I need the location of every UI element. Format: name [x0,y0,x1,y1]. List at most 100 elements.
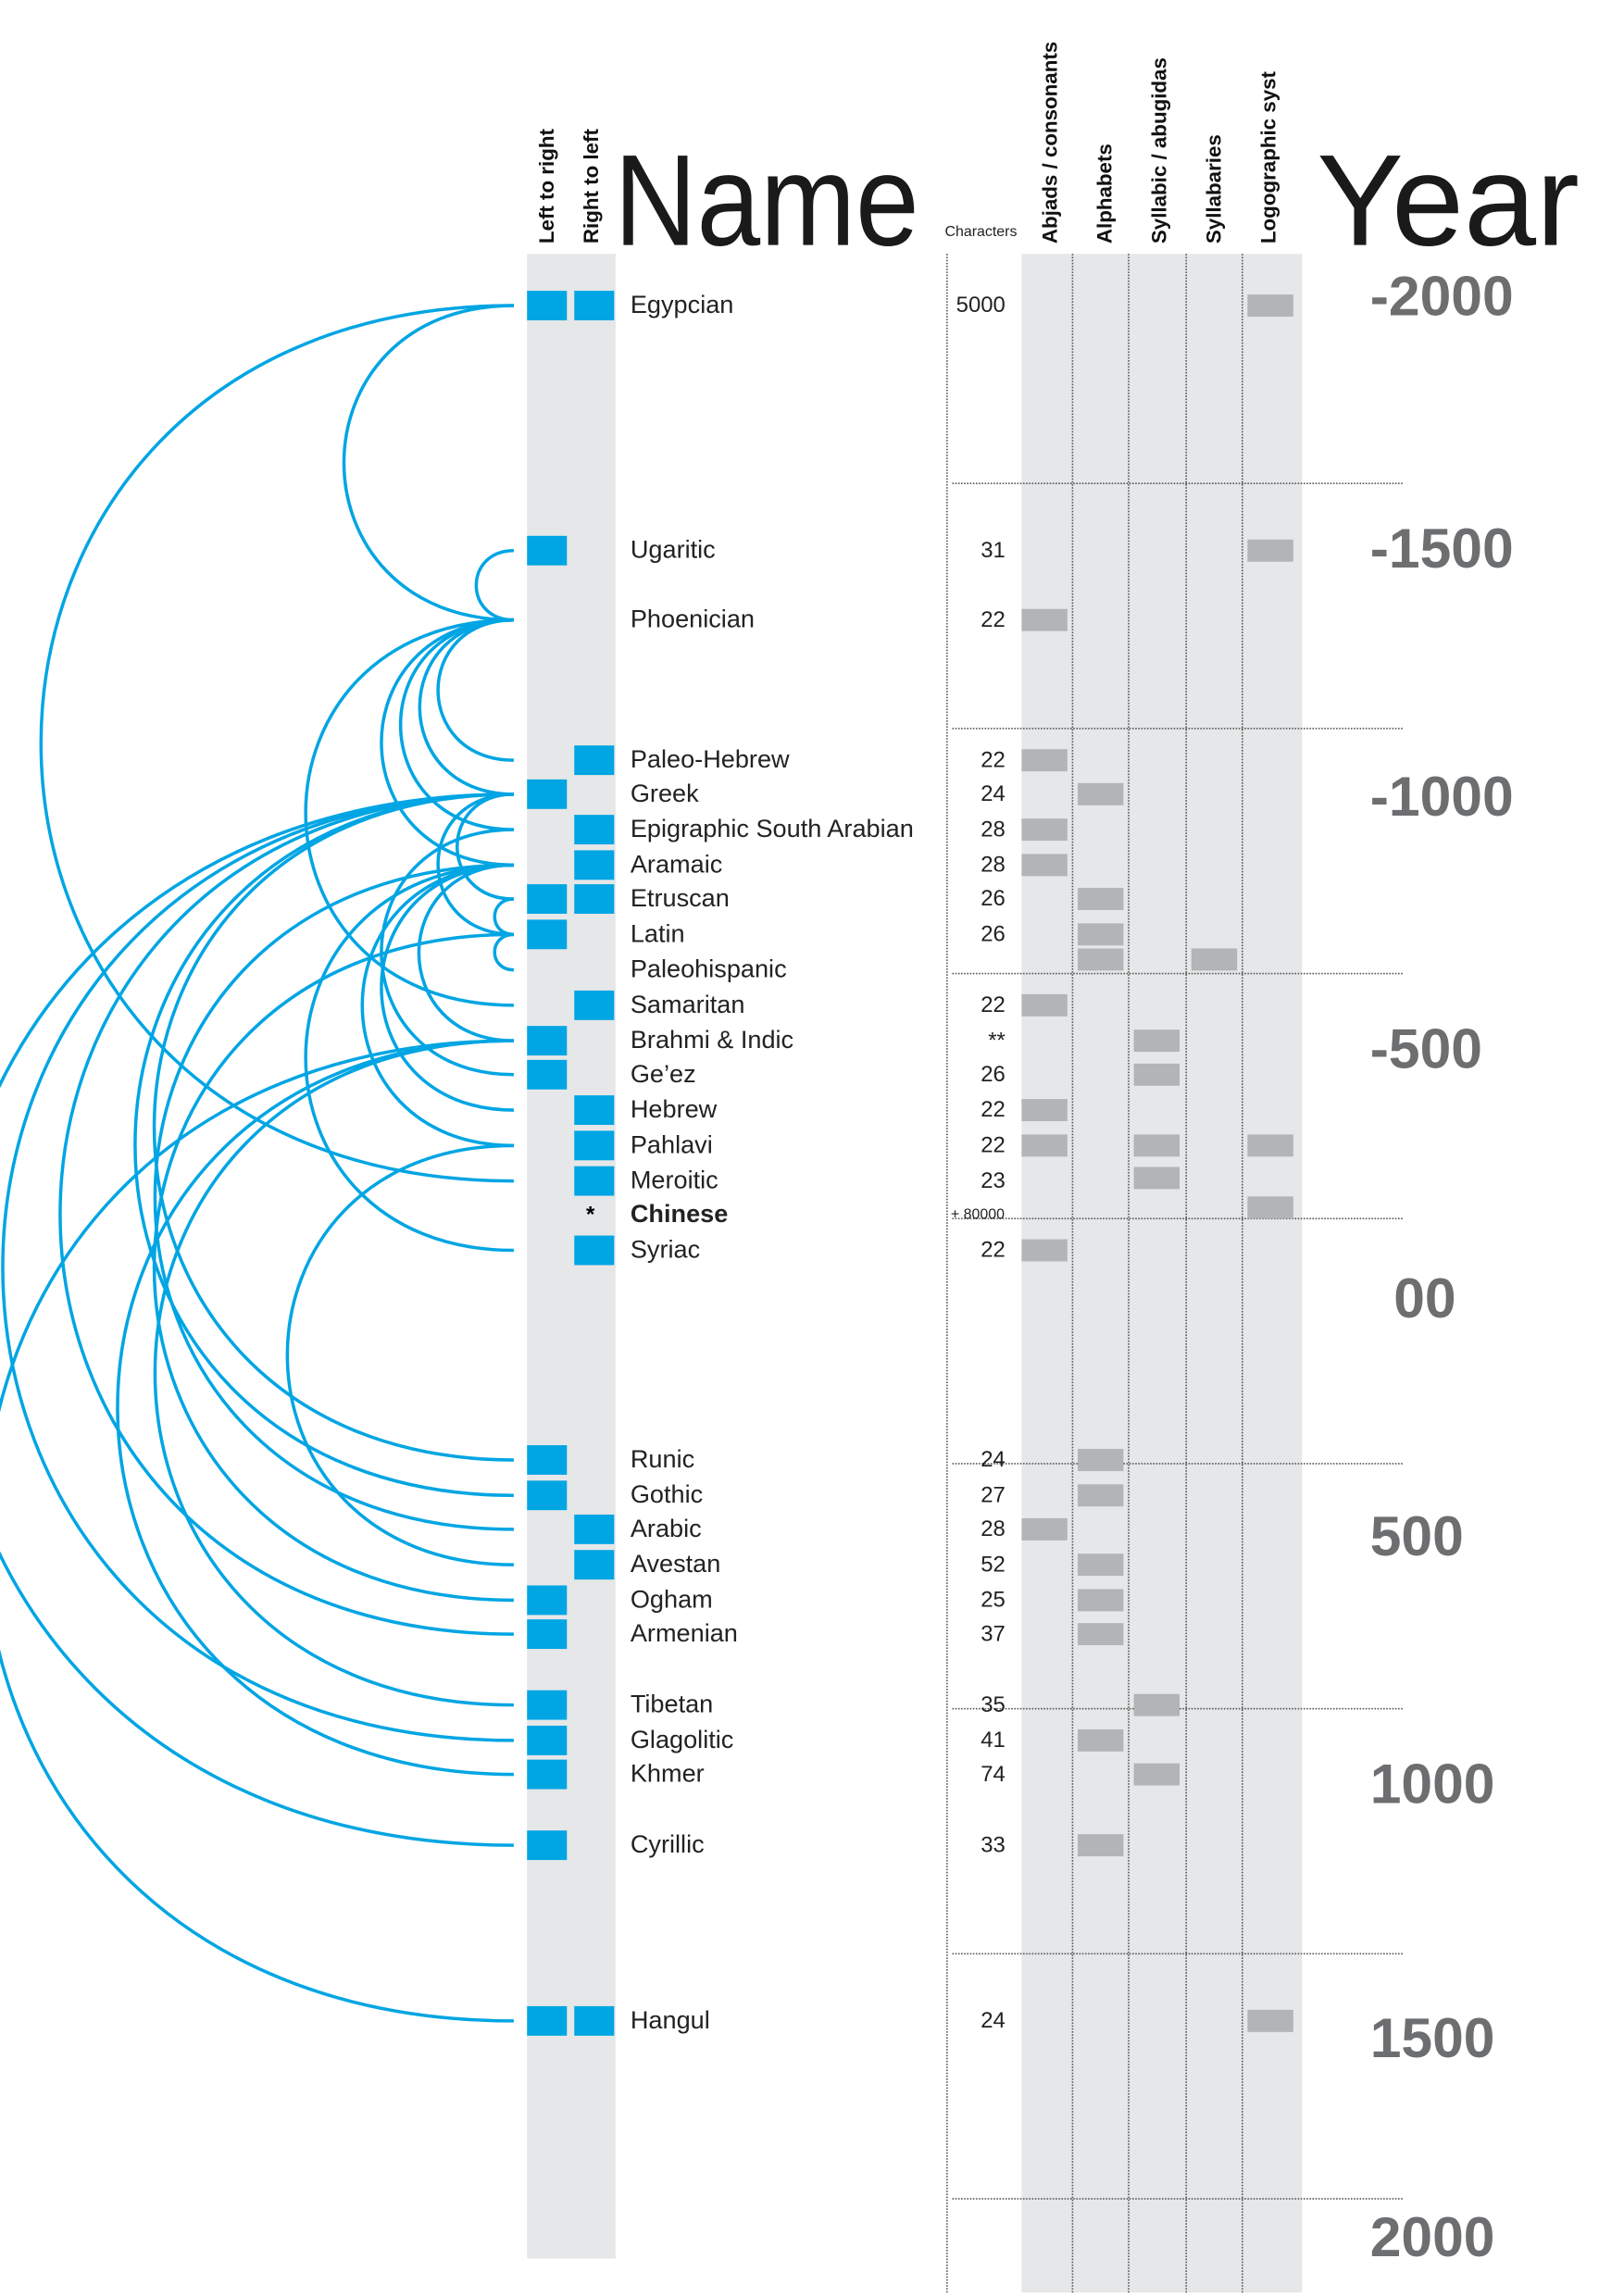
year-label: -500 [1369,1019,1482,1081]
lineage-arc [152,792,514,1462]
era-divider [952,1463,1403,1465]
ltr-marker [527,1619,568,1650]
lineage-arc [116,1039,514,1777]
character-count: 41 [981,1728,1006,1753]
character-count: 22 [981,1237,1006,1264]
lineage-arc [474,548,514,622]
ltr-marker [527,1759,568,1790]
ltr-marker [527,2005,568,2036]
character-count: 26 [981,921,1006,947]
script-name: Brahmi & Indic [630,1026,794,1054]
script-name: Pahlavi [630,1130,713,1159]
character-count: 22 [981,607,1006,633]
lineage-arc [417,863,514,1042]
type-marker [1021,1239,1068,1262]
year-label: 500 [1369,1506,1464,1569]
lineage-arc [58,792,514,1636]
script-name: Arabic [630,1514,702,1543]
chinese-asterisk: * [586,1202,595,1228]
type-marker [1077,923,1124,946]
script-name: Chinese [630,1200,729,1229]
type-marker [1021,854,1068,877]
lineage-arc [360,863,514,1148]
type-marker [1077,1728,1124,1752]
type-marker [1077,782,1124,805]
lineage-arc [436,792,514,937]
header-year: Year [1317,127,1580,273]
type-marker [1021,993,1068,1017]
rtl-marker [574,745,615,776]
lineage-arc [0,792,514,1847]
script-name: Greek [630,779,699,808]
characters-divider [946,254,948,2293]
character-count: ** [988,1028,1006,1054]
type-marker [1247,1196,1293,1219]
lineage-arc [0,1039,514,2023]
type-marker [1247,2009,1293,2032]
character-count: 26 [981,1062,1006,1088]
type-marker [1133,1693,1181,1716]
character-count: 28 [981,1516,1006,1542]
era-divider [952,972,1403,975]
era-divider [952,2198,1403,2200]
lineage-arc [152,932,514,1603]
ltr-marker [527,1690,568,1720]
script-name: Epigraphic South Arabian [630,815,914,843]
script-name: Etruscan [630,884,730,913]
type-marker [1133,1167,1181,1190]
year-label: -2000 [1369,266,1514,329]
type-marker [1021,1099,1068,1122]
script-name: Meroitic [630,1166,718,1194]
character-count: 22 [981,992,1006,1018]
rtl-marker [574,2005,615,2036]
rtl-marker [574,291,615,321]
type-marker [1077,1449,1124,1471]
type-marker [1133,1134,1181,1157]
era-divider [952,482,1403,484]
lineage-arc [304,618,514,1007]
script-name: Glagolitic [630,1725,734,1754]
script-name: Latin [630,919,685,948]
script-name: Egypcian [630,291,734,319]
type-band [1021,254,1303,2293]
era-divider [952,1953,1403,1955]
type-marker [1077,948,1124,971]
type-marker [1133,1063,1181,1086]
lineage-arc [285,1143,514,1566]
character-count: 28 [981,817,1006,842]
lineage-arc [436,618,514,762]
type-marker [1133,1029,1181,1053]
character-count: 35 [981,1692,1006,1718]
script-name: Tibetan [630,1690,714,1718]
lineage-arc [39,304,514,1183]
script-name: Aramaic [630,850,723,879]
script-name: Avestan [630,1550,721,1578]
character-count: 26 [981,886,1006,912]
era-divider [952,728,1403,730]
ltr-marker [527,1480,568,1511]
script-name: Runic [630,1445,695,1474]
type-marker [1247,539,1293,562]
type-marker [1021,749,1068,772]
script-name: Syriac [630,1235,701,1264]
script-name: Ge’ez [630,1059,696,1089]
type-marker [1247,1134,1293,1157]
rtl-marker [574,1550,615,1580]
character-count: 52 [981,1552,1006,1578]
character-count: 28 [981,852,1006,878]
ltr-marker [527,919,568,950]
character-count: 25 [981,1587,1006,1613]
script-name: Paleo-Hebrew [630,745,790,774]
type-marker [1077,1589,1124,1612]
year-label: -1000 [1369,767,1514,830]
ltr-marker [527,1026,568,1056]
lineage-arc [380,618,514,867]
type-marker [1247,294,1293,318]
type-divider [1241,254,1243,2293]
lineage-arc [1,792,514,1742]
era-divider [952,1217,1403,1220]
character-count: + 80000 [950,1206,1005,1224]
character-count: 37 [981,1621,1006,1647]
